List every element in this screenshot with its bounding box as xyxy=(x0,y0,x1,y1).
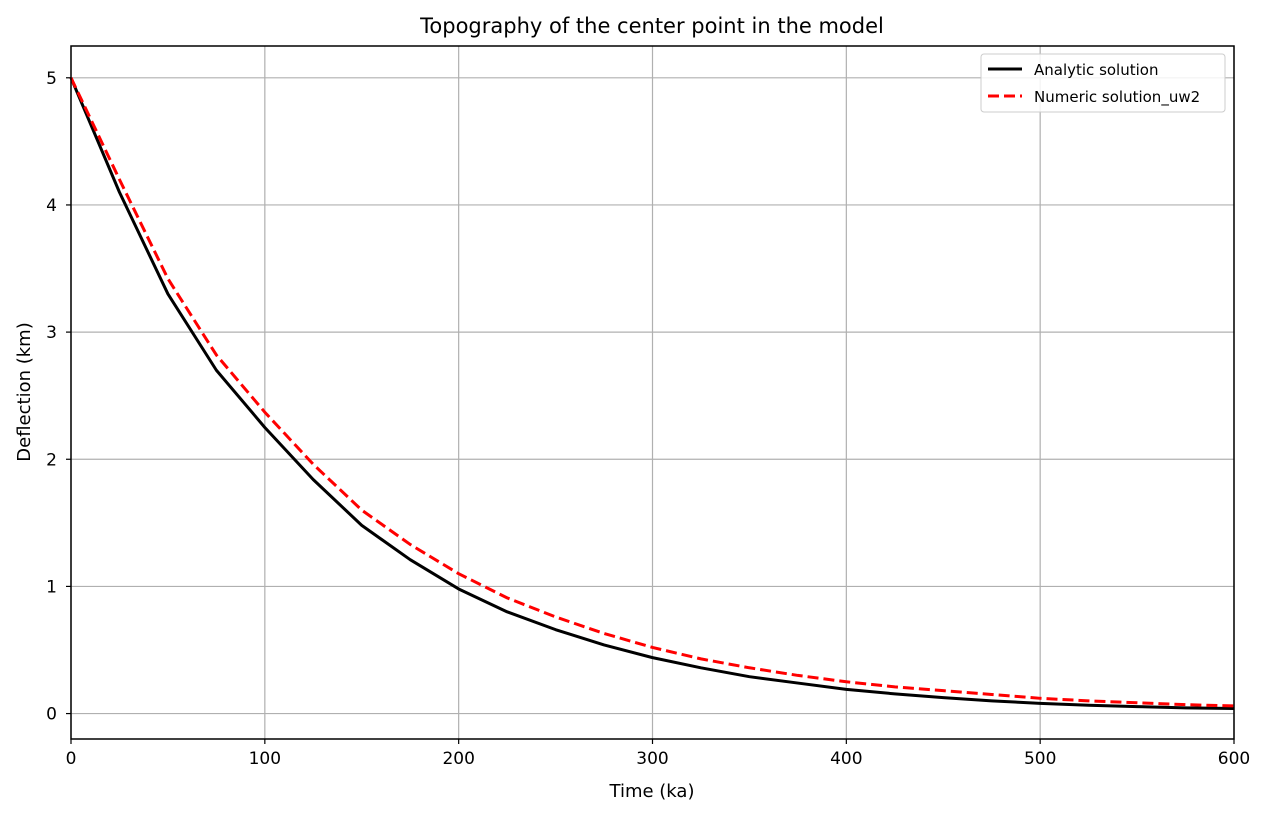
y-tick-label: 1 xyxy=(46,577,57,597)
y-axis-label: Deflection (km) xyxy=(14,322,35,461)
series-line-numeric xyxy=(69,77,1235,708)
x-tick-label: 200 xyxy=(442,749,474,769)
y-tick-label: 3 xyxy=(46,323,57,343)
series-layer xyxy=(69,77,1235,710)
series-line-analytic xyxy=(69,77,1235,710)
legend: Analytic solution Numeric solution_uw2 xyxy=(980,53,1226,113)
x-tick-label: 400 xyxy=(830,749,862,769)
x-tick-label: 0 xyxy=(66,749,77,769)
x-tick-label: 100 xyxy=(249,749,281,769)
x-axis-label: Time (ka) xyxy=(609,781,695,802)
ticks: 0 100 200 300 400 500 600 0 1 2 3 4 5 xyxy=(46,69,1250,769)
chart-title: Topography of the center point in the mo… xyxy=(419,14,884,38)
grid xyxy=(70,46,1235,739)
y-tick-label: 4 xyxy=(46,196,57,216)
x-tick-label: 600 xyxy=(1218,749,1250,769)
x-tick-label: 300 xyxy=(636,749,668,769)
x-tick-label: 500 xyxy=(1024,749,1056,769)
y-tick-label: 2 xyxy=(46,450,57,470)
legend-label-numeric: Numeric solution_uw2 xyxy=(1034,88,1200,107)
legend-label-analytic: Analytic solution xyxy=(1034,61,1158,79)
y-tick-label: 0 xyxy=(46,705,57,725)
legend-box xyxy=(980,53,1226,113)
y-tick-label: 5 xyxy=(46,69,57,89)
